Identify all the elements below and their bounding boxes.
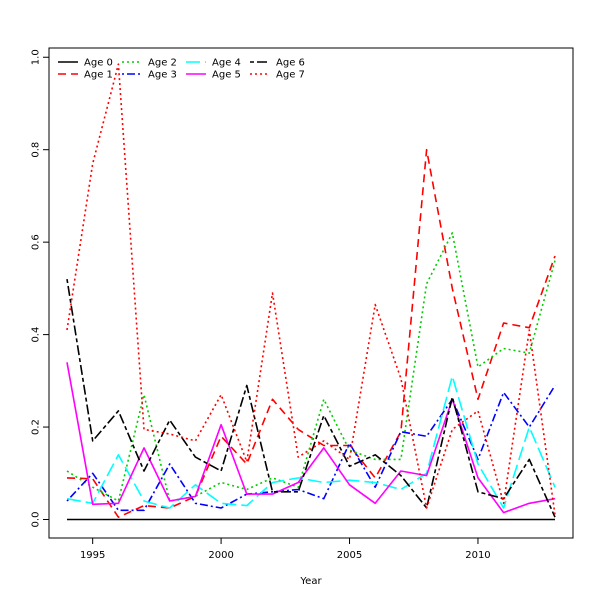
series-line-age-6	[66, 278, 556, 518]
plot-frame	[48, 47, 574, 539]
y-tick-label: 0.6	[31, 234, 42, 250]
legend-label: Age 3	[148, 70, 177, 81]
y-tick-label: 0.0	[31, 512, 42, 528]
legend-label: Age 1	[84, 70, 113, 81]
x-tick-label: 2010	[465, 550, 490, 561]
series-line-age-4	[66, 375, 556, 509]
legend-label: Age 0	[84, 58, 113, 69]
x-tick-label: 2000	[208, 550, 233, 561]
series-line-age-2	[66, 232, 556, 502]
series-line-age-3	[66, 385, 556, 512]
legend-label: Age 7	[276, 70, 305, 81]
x-axis-label: Year	[299, 576, 322, 587]
y-tick-label: 1.0	[31, 49, 42, 65]
series-line-age-5	[66, 362, 556, 514]
legend-label: Age 2	[148, 58, 177, 69]
x-tick-label: 2005	[337, 550, 362, 561]
x-tick-label: 1995	[80, 550, 105, 561]
legend-label: Age 5	[212, 70, 241, 81]
x-axis: 1995 2000 2005 2010	[80, 538, 491, 561]
y-tick-label: 0.2	[31, 419, 42, 435]
series-line-age-1	[66, 148, 556, 519]
y-axis: 0.0 0.2 0.4 0.6 0.8 1.0	[31, 49, 49, 528]
y-tick-label: 0.4	[31, 327, 42, 343]
series-line-age-7	[66, 63, 556, 516]
series-layer	[66, 63, 556, 521]
legend-label: Age 4	[212, 58, 241, 69]
y-tick-label: 0.8	[31, 142, 42, 158]
legend-label: Age 6	[276, 58, 305, 69]
